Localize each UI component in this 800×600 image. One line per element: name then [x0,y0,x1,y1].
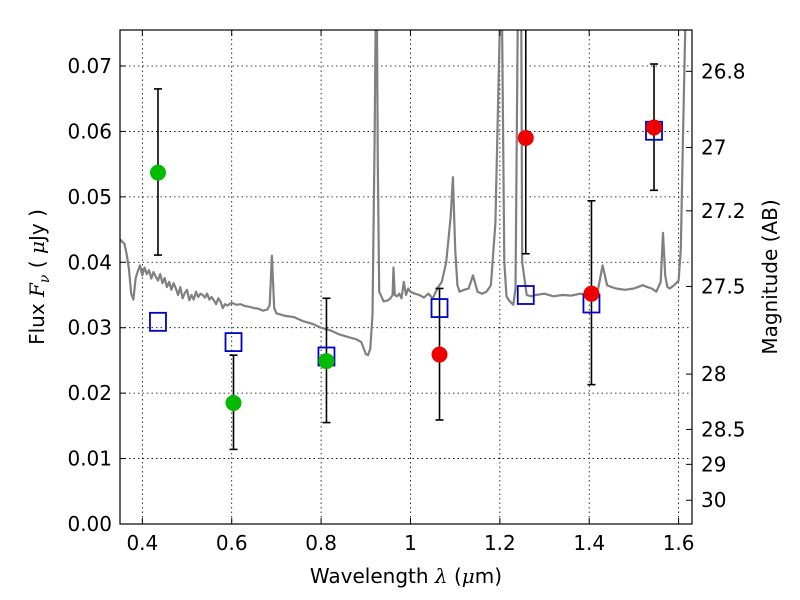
model-flux-square [224,332,243,353]
ticks: 0.4 0.6 0.8 1 1.2 1.4 1.6 0.00 0.01 0.02 0.03 0.04 0… [67,30,746,555]
y-tick-label: 0.06 [67,119,112,143]
observed-flux-point [583,285,600,302]
observed-flux-point [646,119,663,136]
y-tick-label: 0.03 [67,316,112,340]
x-tick-label: 1 [404,531,417,555]
y2-tick-label: 28 [701,362,726,386]
x-tick-label: 1.6 [663,531,695,555]
y2-tick-label: 27.2 [701,199,746,223]
x-tick-label: 0.8 [305,531,337,555]
model-flux-square [516,285,535,305]
y-tick-label: 0.05 [67,185,112,209]
plot-content [120,30,687,451]
y-axis-title: Flux Fν ( μJy ) [25,209,53,345]
x-axis-title: Wavelength λ (μm) [310,564,502,588]
y2-tick-label: 27 [701,135,726,159]
x-tick-label: 1.2 [484,531,516,555]
y2-tick-label: 30 [701,488,726,512]
y2-tick-label: 26.8 [701,59,746,83]
y2-tick-label: 27.5 [701,274,746,298]
y-tick-label: 0.07 [67,54,112,78]
plot-frame [119,29,693,525]
grid [120,30,692,524]
y2-axis-title: Magnitude (AB) [758,199,782,354]
y-tick-label: 0.00 [67,512,112,536]
y-tick-label: 0.01 [67,447,112,471]
observed-flux-point [431,346,448,363]
observed-flux-point [318,353,335,370]
x-tick-label: 1.4 [573,531,605,555]
y2-tick-label: 28.5 [701,417,746,441]
observed-flux-point [149,164,166,181]
x-tick-label: 0.4 [126,531,158,555]
model-flux-square [149,311,167,332]
y-tick-label: 0.04 [67,250,112,274]
y-tick-label: 0.02 [67,381,112,405]
observed-flux-point [225,394,242,411]
x-tick-label: 0.6 [216,531,248,555]
model-flux-square [430,298,449,318]
spectrum-line [120,30,687,357]
y2-tick-label: 29 [701,452,726,476]
observed-flux-point [517,129,534,146]
